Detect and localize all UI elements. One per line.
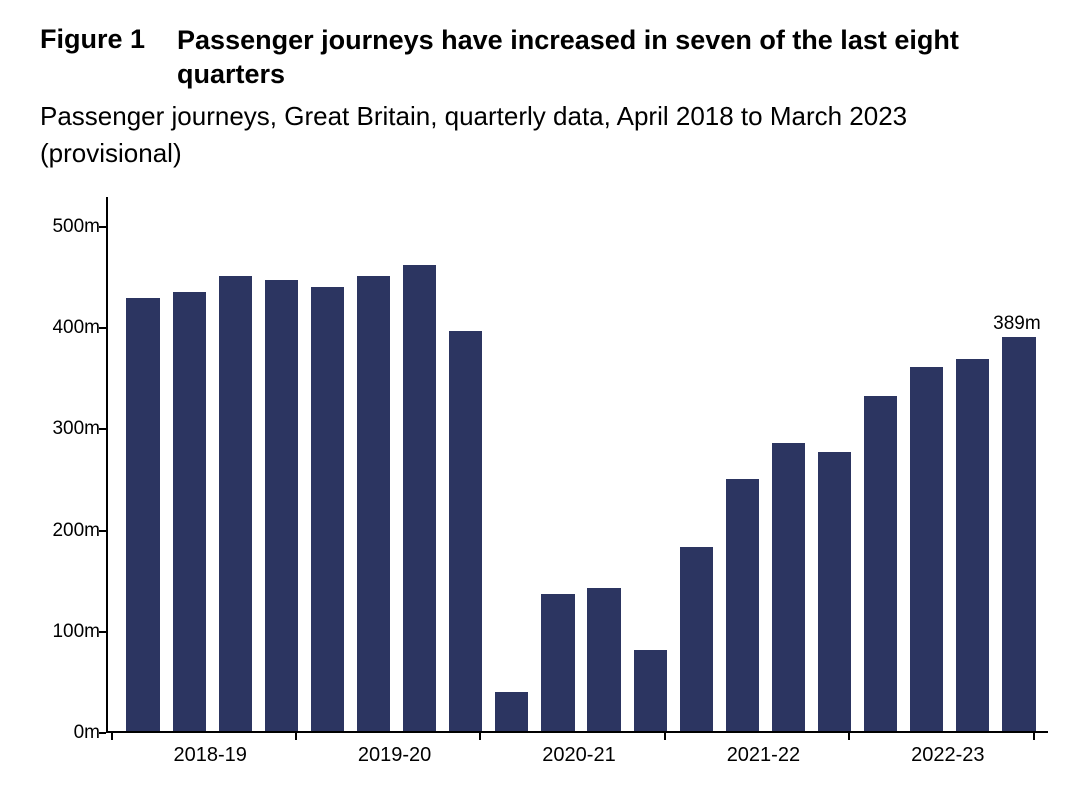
figure-container: Figure 1 Passenger journeys have increas… — [0, 0, 1088, 804]
bar — [634, 650, 667, 731]
x-axis-tick-mark — [664, 733, 666, 740]
bar — [495, 692, 528, 730]
y-axis-tick-label: 200m — [40, 520, 100, 542]
bar — [173, 292, 206, 731]
x-axis-group-label: 2019-20 — [358, 744, 431, 767]
x-axis-group-label: 2020-21 — [542, 744, 615, 767]
x-axis-tick-mark — [1033, 733, 1035, 740]
x-axis-group-label: 2022-23 — [911, 744, 984, 767]
bar — [357, 276, 390, 731]
bar — [587, 588, 620, 731]
y-axis-tick-label: 500m — [40, 216, 100, 238]
bar — [449, 331, 482, 730]
bar-data-label: 389m — [993, 313, 1041, 335]
bar — [864, 396, 897, 731]
bar — [403, 265, 436, 731]
bar — [126, 298, 159, 731]
y-axis-tick-label: 300m — [40, 418, 100, 440]
plot-area — [106, 197, 1048, 733]
bar — [818, 452, 851, 731]
bar — [1002, 337, 1035, 730]
bar — [956, 359, 989, 731]
x-axis-tick-mark — [111, 733, 113, 740]
x-axis-tick-mark — [479, 733, 481, 740]
x-axis-tick-mark — [848, 733, 850, 740]
bar — [311, 287, 344, 731]
bar — [541, 594, 574, 731]
bar — [265, 280, 298, 731]
bar — [772, 443, 805, 731]
x-axis-group-label: 2021-22 — [727, 744, 800, 767]
x-axis-tick-mark — [295, 733, 297, 740]
bar — [680, 547, 713, 731]
x-axis-group-label: 2018-19 — [173, 744, 246, 767]
figure-label: Figure 1 — [40, 24, 145, 55]
bar-chart: 0m 100m 200m 300m 400m 500m 2018-19 2019-20 2020… — [40, 187, 1048, 767]
bar — [219, 276, 252, 731]
title-row: Figure 1 Passenger journeys have increas… — [40, 24, 1048, 92]
bar — [910, 367, 943, 731]
figure-subtitle: Passenger journeys, Great Britain, quart… — [40, 98, 1048, 173]
y-axis-tick-label: 100m — [40, 621, 100, 643]
y-axis-tick-label: 400m — [40, 317, 100, 339]
figure-title: Passenger journeys have increased in sev… — [177, 24, 1048, 92]
bar — [726, 479, 759, 731]
y-axis-tick-label: 0m — [40, 722, 100, 744]
